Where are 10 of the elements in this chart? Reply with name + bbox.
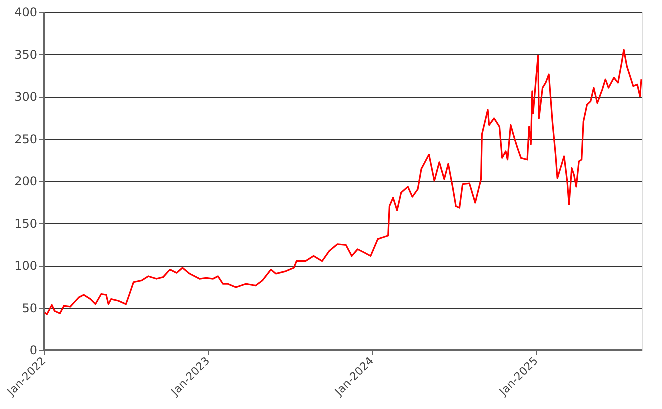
y-tick-label: 400 [14, 6, 38, 20]
y-tick-label: 300 [14, 90, 38, 104]
y-tick-label: 150 [14, 216, 38, 231]
y-tick-label: 250 [14, 132, 38, 146]
line-series [44, 49, 642, 316]
y-tick-label: 200 [14, 174, 38, 188]
y-tick-label: 350 [14, 48, 38, 62]
y-tick-label: 100 [14, 259, 38, 273]
y-tick-label: 0 [30, 344, 38, 358]
y-tick-label: 50 [22, 301, 38, 316]
